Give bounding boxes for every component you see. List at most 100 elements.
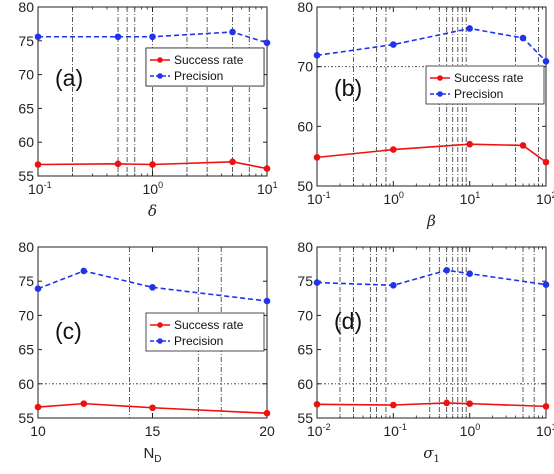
x-tick-label: 102 [536,190,554,207]
x-tick-label: 100 [383,190,404,207]
data-point [313,401,321,408]
data-point [34,33,42,41]
legend-marker [157,57,163,63]
legend: Success rate Precision [425,65,545,105]
x-tick-label: 100 [143,180,164,197]
data-point [34,403,42,411]
data-point [149,404,156,412]
data-point [80,267,88,275]
data-point [313,154,321,161]
x-tick-label: 10 [30,423,46,439]
legend: Success rate Precision [145,47,265,87]
legend-marker [437,75,443,81]
axes-frame [316,246,547,419]
x-tick-label: 101 [460,190,481,207]
x-tick-label: 10-1 [383,422,407,439]
panel-tag: (d) [334,308,362,334]
data-point [466,400,473,407]
panel-a: 55 60 65 70 75 80 10-1 100 101 δ Success rate Preci… [18,0,277,220]
y-tick-label: 55 [18,168,34,184]
panel-tag: (c) [55,318,82,344]
y-tick-label: 80 [18,0,34,15]
data-point [542,403,550,410]
x-tick-label: 15 [145,423,161,439]
legend-marker [157,322,163,328]
data-point [519,142,527,149]
data-point [114,33,122,41]
data-point [519,34,527,42]
series-line-success-rate [316,402,547,408]
y-tick-label: 50 [297,178,313,194]
y-tick-label: 70 [297,307,313,323]
data-point [542,57,550,65]
y-tick-label: 65 [18,100,34,116]
data-point [229,158,236,166]
panel-tag: (a) [55,65,83,91]
series-line-success-rate [37,402,268,415]
panel-b: 50 60 70 80 10-1 100 101 102 β Success rate Precis… [297,0,554,230]
data-point [34,285,42,293]
x-tick-label: 20 [259,423,275,439]
data-point [263,39,271,47]
y-tick-label: 75 [18,273,34,289]
legend-label: Precision [454,87,503,101]
x-axis-label: β [426,212,436,230]
data-point [34,161,42,168]
legend: Success rate Precision [145,312,265,352]
data-point [263,297,271,305]
series-line-success-rate [316,143,547,163]
legend-label: Precision [174,69,223,83]
data-point [313,279,321,286]
legend-box [425,65,545,105]
x-tick-label: 101 [536,422,554,439]
data-point [542,158,550,166]
y-tick-label: 60 [18,376,34,392]
legend-label: Precision [174,334,223,348]
data-point [80,400,88,407]
x-tick-label: 100 [460,422,481,439]
y-tick-label: 75 [18,33,34,49]
data-point [466,270,473,277]
y-tick-label: 80 [297,239,313,255]
data-point [114,160,122,168]
legend-box [145,312,265,352]
y-tick-label: 80 [297,0,313,15]
data-point [149,33,156,41]
axes-frame [316,6,547,187]
series-line-precision [37,270,268,302]
data-point [263,165,271,172]
y-tick-label: 65 [297,342,313,358]
y-tick-label: 70 [297,59,313,75]
data-point [149,161,156,168]
x-axis-label: σ1 [423,444,440,465]
data-point [443,399,450,407]
y-tick-label: 80 [18,239,34,255]
data-point [390,146,397,153]
data-point [390,401,397,409]
y-tick-label: 55 [18,410,34,426]
x-tick-label: 101 [257,180,278,197]
data-point [542,281,550,288]
panel-tag: (b) [334,75,362,101]
y-tick-label: 70 [18,307,34,323]
series-line-precision [316,27,547,62]
data-point [229,28,236,36]
data-point [390,41,397,48]
legend-box [145,47,265,87]
y-tick-label: 60 [297,376,313,392]
data-point [149,284,156,291]
panel-c: 55 60 65 70 75 80 10 15 20 ND Success rate Precisio… [18,239,275,465]
data-point [313,52,321,59]
panel-d: 55 60 65 70 75 80 10-2 10-1 100 101 σ1 Success rate… [145,47,554,465]
legend-label: Success rate [174,53,244,67]
y-tick-label: 70 [18,67,34,83]
x-axis-label: ND [143,445,161,465]
data-point [466,140,473,148]
data-point [466,25,473,32]
y-tick-label: 60 [18,134,34,150]
data-point [263,409,271,417]
x-tick-label: 10-2 [307,422,331,439]
data-point [443,266,450,274]
legend-marker [157,338,163,344]
